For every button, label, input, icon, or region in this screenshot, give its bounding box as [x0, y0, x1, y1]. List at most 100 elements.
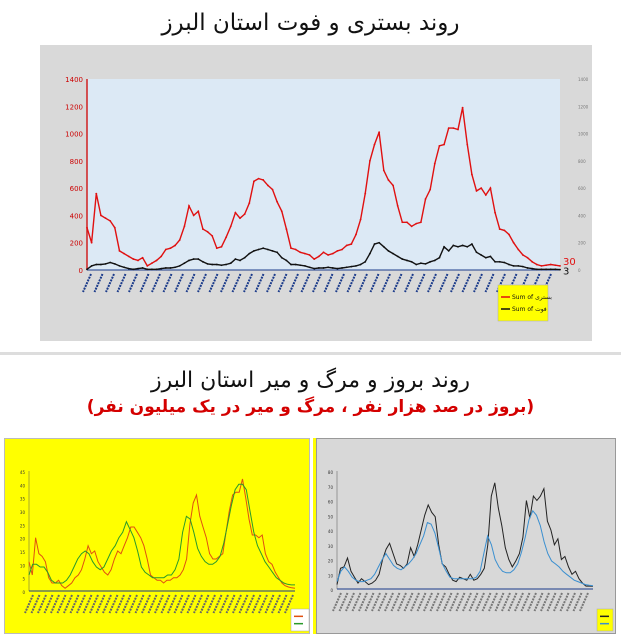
- data-point: [290, 247, 292, 250]
- data-point: [410, 225, 413, 228]
- data-point: [206, 262, 209, 265]
- y-tick-label: 0: [79, 267, 83, 275]
- data-point: [535, 268, 538, 271]
- data-point: [461, 244, 464, 247]
- x-tick-label: [423, 592, 433, 612]
- data-point: [317, 255, 320, 258]
- x-tick-label: [277, 594, 288, 614]
- x-tick-label: [338, 592, 349, 612]
- data-point: [424, 198, 427, 200]
- data-point: [508, 233, 510, 236]
- data-point: [345, 266, 348, 269]
- legend: [497, 284, 549, 322]
- data-point: [132, 258, 135, 260]
- x-tick-label: [102, 594, 112, 614]
- x-tick-label: [105, 273, 115, 293]
- data-point: [545, 268, 547, 271]
- data-point: [253, 250, 255, 252]
- x-tick-label: [514, 592, 524, 612]
- data-point: [457, 245, 459, 248]
- x-tick-label: [277, 273, 288, 293]
- data-point: [118, 265, 121, 267]
- y-tick-label: 800: [70, 158, 83, 166]
- data-point: [415, 222, 418, 225]
- x-tick-label: [371, 592, 381, 612]
- plot-area: [29, 471, 295, 591]
- data-point: [123, 252, 125, 255]
- data-point: [202, 260, 204, 263]
- data-point: [535, 263, 538, 266]
- data-point: [415, 263, 418, 266]
- data-point: [392, 252, 394, 255]
- x-tick-label: [56, 594, 67, 614]
- data-point: [113, 226, 116, 229]
- x-tick-label: [520, 592, 531, 612]
- x-tick-label: [245, 594, 255, 614]
- x-tick-label: [208, 273, 219, 293]
- data-point: [480, 254, 483, 256]
- x-tick-label: [358, 273, 368, 293]
- right-y-tick-label: 400: [578, 213, 586, 218]
- data-point: [429, 188, 432, 191]
- x-tick-label: [95, 594, 106, 614]
- data-point: [109, 261, 112, 264]
- data-point: [109, 219, 112, 222]
- data-point: [461, 106, 464, 109]
- data-point: [313, 267, 316, 270]
- data-point: [452, 127, 455, 130]
- x-tick-label: [225, 594, 236, 614]
- chart-svg: 0 10 20 30 40 50 60 70 80: [328, 470, 614, 632]
- y-tick-label: 80: [328, 470, 334, 475]
- data-point: [406, 259, 408, 262]
- data-point: [531, 267, 534, 270]
- data-point: [141, 267, 144, 269]
- data-point: [433, 162, 436, 165]
- data-point: [243, 256, 246, 259]
- x-tick-label: [128, 273, 138, 293]
- data-point: [183, 225, 186, 228]
- data-point: [419, 262, 422, 265]
- data-point: [169, 247, 172, 250]
- incidence-chart: 0 5 10 15 20 25 30 35 40 45: [4, 438, 310, 634]
- y-tick-label: 1200: [65, 103, 83, 111]
- data-point: [225, 263, 228, 266]
- data-point: [382, 169, 385, 172]
- x-tick-label: [533, 592, 544, 612]
- data-point: [127, 255, 130, 258]
- data-point: [276, 200, 279, 203]
- y-tick-label: 50: [328, 514, 334, 519]
- data-point: [373, 143, 376, 146]
- x-tick-label: [43, 594, 54, 614]
- x-tick-label: [243, 273, 253, 293]
- data-point: [280, 210, 283, 213]
- data-point: [364, 260, 367, 263]
- data-point: [151, 262, 153, 265]
- x-tick-label: [185, 273, 196, 293]
- data-point: [508, 263, 510, 266]
- x-tick-label: [481, 592, 492, 612]
- x-tick-label: [254, 273, 265, 293]
- data-point: [248, 252, 251, 255]
- data-point: [401, 221, 404, 224]
- data-point: [290, 263, 292, 266]
- legend: [290, 608, 310, 632]
- data-point: [559, 268, 561, 271]
- y-tick-label: 600: [70, 185, 83, 193]
- data-point: [387, 250, 390, 252]
- data-point: [86, 268, 88, 271]
- data-point: [285, 228, 288, 230]
- data-point: [253, 180, 255, 183]
- data-point: [104, 262, 107, 265]
- data-point: [554, 264, 557, 267]
- data-point: [438, 144, 441, 147]
- data-point: [211, 263, 214, 266]
- data-point: [336, 267, 339, 270]
- data-point: [336, 250, 339, 252]
- x-tick-label: [559, 592, 570, 612]
- yellow-strip: [313, 438, 318, 634]
- data-point: [206, 230, 209, 233]
- data-point: [368, 159, 371, 162]
- x-tick-label: [231, 273, 242, 293]
- data-point: [151, 268, 153, 271]
- right-y-tick-label: 600: [578, 186, 586, 191]
